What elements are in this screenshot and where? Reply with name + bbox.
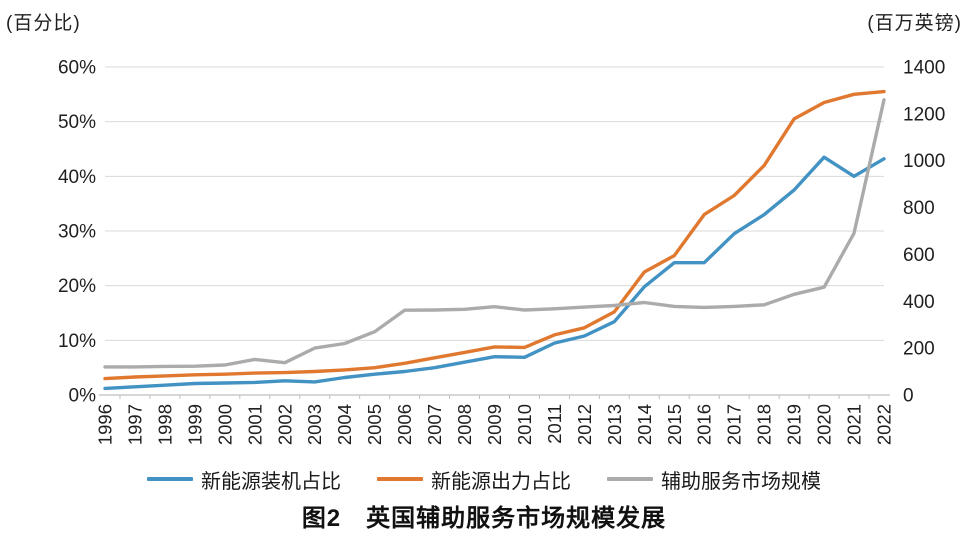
svg-text:0%: 0% (69, 386, 97, 407)
svg-text:2016: 2016 (694, 404, 715, 445)
svg-text:50%: 50% (58, 112, 96, 133)
svg-text:2004: 2004 (334, 404, 355, 445)
svg-text:400: 400 (903, 292, 935, 313)
legend-item-output-share: 新能源出力占比 (377, 465, 571, 494)
svg-text:2015: 2015 (664, 404, 685, 445)
svg-text:2003: 2003 (304, 404, 325, 445)
svg-text:1997: 1997 (124, 404, 145, 445)
legend-swatch-blue-line-icon (147, 477, 193, 481)
svg-text:2019: 2019 (784, 404, 805, 445)
svg-text:1996: 1996 (95, 404, 116, 445)
svg-text:2010: 2010 (514, 404, 535, 445)
chart-area: 0% 10% 20% 30% 40% 50% 60% 0 200 400 600 800 1000 120… (58, 58, 945, 446)
legend-label: 辅助服务市场规模 (661, 470, 821, 493)
svg-text:2022: 2022 (874, 404, 895, 445)
svg-text:2005: 2005 (364, 404, 385, 445)
svg-text:60%: 60% (58, 58, 96, 79)
svg-text:2021: 2021 (844, 404, 865, 445)
svg-text:200: 200 (903, 339, 935, 360)
svg-text:10%: 10% (58, 331, 96, 352)
svg-text:20%: 20% (58, 276, 96, 297)
svg-text:30%: 30% (58, 222, 96, 243)
svg-text:0: 0 (903, 386, 914, 407)
legend-label: 新能源装机占比 (201, 470, 341, 493)
legend-item-ancillary-market-size: 辅助服务市场规模 (607, 465, 821, 494)
svg-text:2011: 2011 (544, 404, 565, 444)
svg-text:1998: 1998 (154, 404, 175, 445)
svg-text:1400: 1400 (903, 58, 945, 79)
svg-text:2013: 2013 (604, 404, 625, 445)
right-axis-unit-label: (百万英镑) (867, 13, 962, 34)
legend-swatch-orange-line-icon (377, 477, 423, 481)
svg-text:2017: 2017 (724, 404, 745, 445)
svg-text:2006: 2006 (394, 404, 415, 445)
svg-text:600: 600 (903, 245, 935, 266)
svg-text:2020: 2020 (814, 404, 835, 445)
line-chart-svg: 0% 10% 20% 30% 40% 50% 60% 0 200 400 600 800 1000 120… (58, 58, 945, 446)
legend-item-installed-capacity-share: 新能源装机占比 (147, 465, 341, 494)
svg-text:2018: 2018 (754, 404, 775, 445)
figure-caption: 图2 英国辅助服务市场规模发展 (301, 505, 667, 532)
svg-text:2012: 2012 (574, 404, 595, 445)
legend: 新能源装机占比 新能源出力占比 辅助服务市场规模 (0, 464, 968, 494)
svg-text:800: 800 (903, 198, 935, 219)
legend-label: 新能源出力占比 (431, 470, 571, 493)
svg-text:2000: 2000 (214, 404, 235, 445)
svg-text:2007: 2007 (424, 404, 445, 445)
svg-text:1999: 1999 (184, 404, 205, 445)
legend-swatch-gray-line-icon (607, 477, 653, 481)
svg-text:2014: 2014 (634, 404, 655, 445)
svg-text:1000: 1000 (903, 151, 945, 172)
svg-text:2009: 2009 (484, 404, 505, 445)
svg-text:40%: 40% (58, 167, 96, 188)
svg-text:2002: 2002 (274, 404, 295, 445)
svg-text:2008: 2008 (454, 404, 475, 445)
left-axis-unit-label: (百分比) (6, 13, 81, 34)
svg-text:1200: 1200 (903, 104, 945, 125)
svg-text:2001: 2001 (244, 404, 265, 445)
